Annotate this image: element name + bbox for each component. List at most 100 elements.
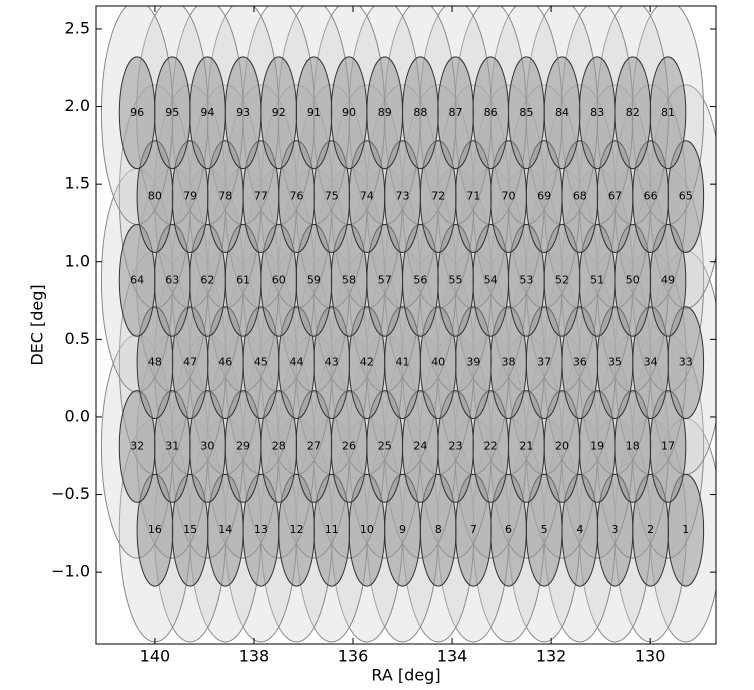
- point-label: 49: [661, 273, 675, 286]
- point-label: 36: [573, 356, 587, 369]
- point-label: 61: [236, 273, 250, 286]
- point-label: 88: [413, 106, 427, 119]
- point-label: 1: [682, 523, 689, 536]
- point-label: 53: [519, 273, 533, 286]
- point-label: 76: [290, 190, 304, 203]
- point-label: 2: [647, 523, 654, 536]
- point-label: 23: [449, 439, 463, 452]
- point-label: 84: [555, 106, 569, 119]
- point-label: 83: [590, 106, 604, 119]
- x-tick-label: 138: [239, 647, 270, 666]
- point-label: 47: [183, 356, 197, 369]
- y-tick-label: 0.0: [65, 406, 90, 425]
- point-label: 73: [396, 190, 410, 203]
- point-label: 81: [661, 106, 675, 119]
- point-label: 82: [626, 106, 640, 119]
- y-tick-label: 1.0: [65, 251, 90, 270]
- point-label: 4: [576, 523, 583, 536]
- point-label: 66: [644, 190, 658, 203]
- inner-footprint: [118, 56, 156, 170]
- point-label: 85: [519, 106, 533, 119]
- point-label: 11: [325, 523, 339, 536]
- point-label: 40: [431, 356, 445, 369]
- point-label: 67: [608, 190, 622, 203]
- point-label: 68: [573, 190, 587, 203]
- point-label: 32: [130, 439, 144, 452]
- point-label: 77: [254, 190, 268, 203]
- point-label: 37: [537, 356, 551, 369]
- x-tick-label: 136: [338, 647, 369, 666]
- x-axis-label: RA [deg]: [371, 666, 440, 685]
- point-label: 54: [484, 273, 498, 286]
- point-label: 79: [183, 190, 197, 203]
- point-label: 64: [130, 273, 144, 286]
- point-label: 75: [325, 190, 339, 203]
- point-label: 27: [307, 439, 321, 452]
- point-label: 69: [537, 190, 551, 203]
- x-tick-label: 134: [437, 647, 468, 666]
- point-label: 59: [307, 273, 321, 286]
- point-label: 52: [555, 273, 569, 286]
- point-label: 12: [290, 523, 304, 536]
- inner-footprint: [118, 224, 156, 337]
- point-label: 72: [431, 190, 445, 203]
- point-label: 34: [644, 356, 658, 369]
- point-label: 35: [608, 356, 622, 369]
- point-label: 19: [590, 439, 604, 452]
- point-label: 8: [435, 523, 442, 536]
- point-label: 86: [484, 106, 498, 119]
- point-label: 43: [325, 356, 339, 369]
- point-label: 80: [148, 190, 162, 203]
- point-label: 13: [254, 523, 268, 536]
- point-label: 91: [307, 106, 321, 119]
- point-label: 78: [218, 190, 232, 203]
- point-label: 62: [200, 273, 214, 286]
- point-label: 6: [505, 523, 512, 536]
- inner-footprint: [118, 390, 156, 503]
- point-label: 63: [165, 273, 179, 286]
- y-tick-label: 2.0: [65, 96, 90, 115]
- point-label: 51: [590, 273, 604, 286]
- point-label: 21: [519, 439, 533, 452]
- point-label: 87: [449, 106, 463, 119]
- point-label: 20: [555, 439, 569, 452]
- point-label: 31: [165, 439, 179, 452]
- point-label: 15: [183, 523, 197, 536]
- x-tick-label: 132: [536, 647, 567, 666]
- x-tick-label: 140: [140, 647, 171, 666]
- point-label: 29: [236, 439, 250, 452]
- y-tick-label: −0.5: [51, 484, 90, 503]
- y-tick-label: −1.0: [51, 562, 90, 581]
- point-label: 92: [272, 106, 286, 119]
- point-label: 56: [413, 273, 427, 286]
- point-label: 55: [449, 273, 463, 286]
- inner-footprint: [136, 473, 174, 587]
- point-label: 93: [236, 106, 250, 119]
- point-label: 9: [399, 523, 406, 536]
- point-label: 70: [502, 190, 516, 203]
- point-label: 42: [360, 356, 374, 369]
- point-label: 7: [470, 523, 477, 536]
- point-label: 96: [130, 106, 144, 119]
- x-tick-label: 130: [635, 647, 666, 666]
- y-tick-label: 2.5: [65, 18, 90, 37]
- point-label: 14: [218, 523, 232, 536]
- point-label: 39: [466, 356, 480, 369]
- point-label: 65: [679, 190, 693, 203]
- point-label: 45: [254, 356, 268, 369]
- point-label: 22: [484, 439, 498, 452]
- point-label: 3: [611, 523, 618, 536]
- inner-footprint: [136, 140, 174, 253]
- point-label: 90: [342, 106, 356, 119]
- point-label: 17: [661, 439, 675, 452]
- point-label: 46: [218, 356, 232, 369]
- point-label: 41: [396, 356, 410, 369]
- point-label: 60: [272, 273, 286, 286]
- axes-frame: [95, 5, 717, 645]
- point-label: 71: [466, 190, 480, 203]
- y-tick-label: 1.5: [65, 174, 90, 193]
- point-label: 50: [626, 273, 640, 286]
- point-label: 44: [290, 356, 304, 369]
- point-label: 25: [378, 439, 392, 452]
